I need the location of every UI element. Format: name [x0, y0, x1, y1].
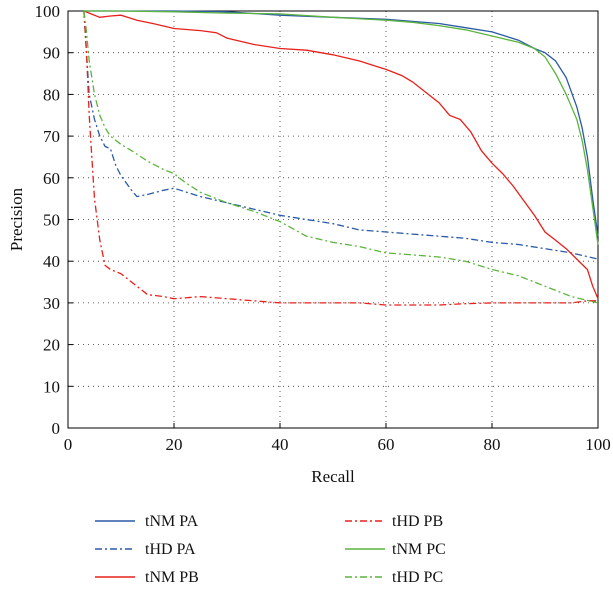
legend-label: tHD PB — [392, 513, 443, 530]
series-line-thd-pa — [83, 10, 599, 260]
y-tick-label: 70 — [43, 127, 60, 146]
y-tick-label: 50 — [43, 211, 60, 230]
series-line-tnm-pb — [83, 10, 599, 299]
x-tick-label: 40 — [272, 435, 289, 454]
x-tick-label: 80 — [484, 435, 501, 454]
axis-ticks: 0 20 40 60 80 100 0 10 20 30 40 50 60 70 80 90 100 — [35, 2, 611, 454]
y-tick-label: 30 — [43, 294, 60, 313]
y-tick-label: 20 — [43, 336, 60, 355]
y-tick-label: 60 — [43, 169, 60, 188]
series-line-thd-pb — [83, 10, 598, 306]
legend-label: tHD PA — [145, 541, 196, 558]
x-tick-label: 20 — [166, 435, 183, 454]
legend-label: tNM PA — [145, 513, 199, 530]
legend-label: tNM PC — [392, 541, 446, 558]
y-tick-label: 80 — [43, 85, 60, 104]
legend-label: tNM PB — [145, 569, 199, 586]
x-tick-label: 60 — [378, 435, 395, 454]
x-tick-label: 100 — [585, 435, 611, 454]
series-line-tnm-pc — [83, 10, 599, 245]
y-axis-label: Precision — [7, 187, 26, 251]
x-tick-label: 0 — [64, 435, 73, 454]
legend: tNM PA tHD PA tNM PB tHD PB tNM PC tHD PC — [95, 513, 446, 586]
y-tick-label: 0 — [52, 419, 61, 438]
legend-label: tHD PC — [392, 569, 443, 586]
x-axis-label: Recall — [311, 467, 355, 486]
series-line-tnm-pa — [83, 10, 599, 237]
grid — [68, 11, 598, 428]
y-tick-label: 10 — [43, 377, 60, 396]
y-tick-label: 90 — [43, 44, 60, 63]
series-lines — [83, 10, 599, 306]
series-line-thd-pc — [83, 10, 599, 304]
y-tick-label: 40 — [43, 252, 60, 271]
y-tick-label: 100 — [35, 2, 61, 21]
